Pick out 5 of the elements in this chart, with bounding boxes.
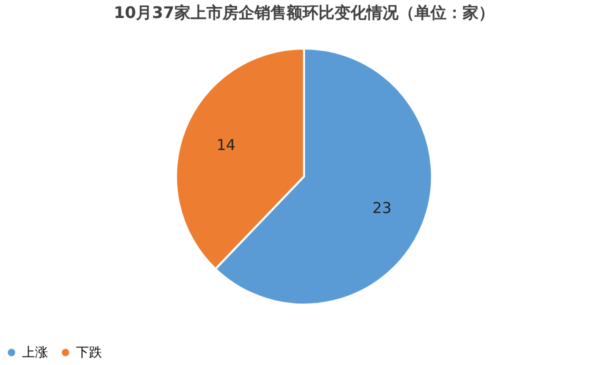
data-label: 23: [372, 198, 392, 217]
data-label: 14: [216, 136, 236, 154]
legend-label: 下跌: [76, 346, 102, 361]
chart-title: 10月37家上市房企销售额环比变化情况（单位：家）: [114, 3, 494, 22]
legend-label: 上涨: [22, 346, 48, 361]
